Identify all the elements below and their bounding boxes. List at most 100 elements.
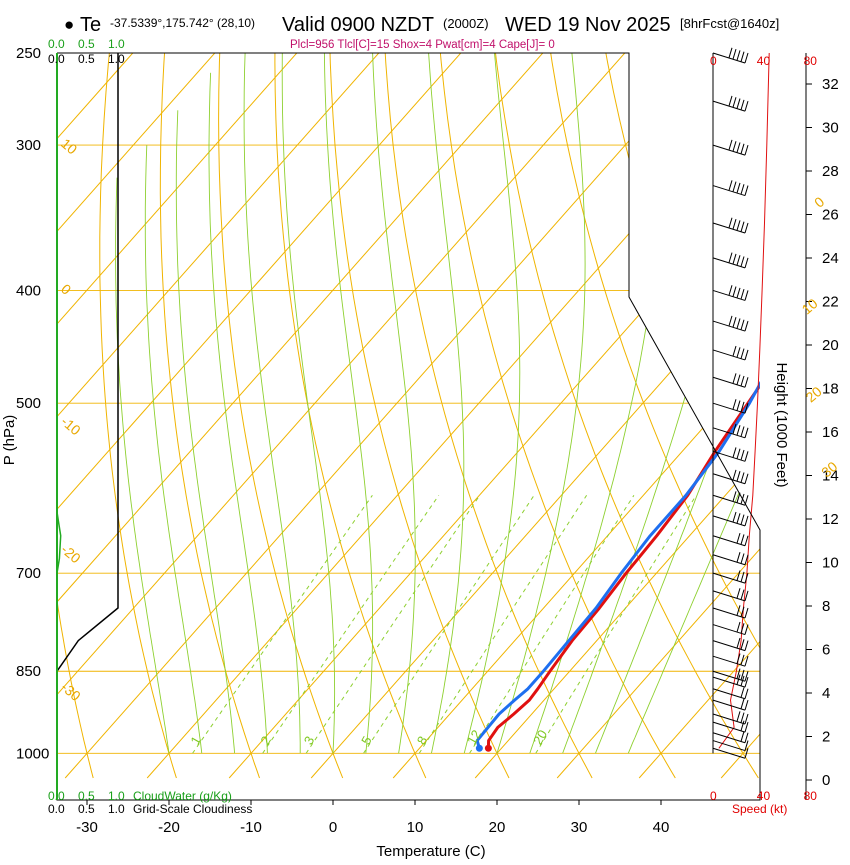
wind-barb-flag bbox=[736, 711, 741, 722]
mixing-ratio-line bbox=[418, 495, 588, 754]
wind-barb-flag bbox=[740, 571, 745, 583]
isotherm-line bbox=[228, 53, 760, 779]
mixing-label: 1 bbox=[187, 733, 204, 747]
wind-barb-flag bbox=[728, 252, 733, 263]
wind-barb-flag bbox=[744, 427, 749, 438]
wind-barb-flag bbox=[728, 315, 733, 327]
mixing-label: 20 bbox=[530, 727, 550, 747]
moist-adiabat bbox=[175, 110, 236, 754]
moist-adiabat bbox=[627, 53, 760, 754]
dry-adiabat bbox=[329, 53, 510, 779]
dry-adiabat bbox=[547, 53, 760, 779]
height-tick: 12 bbox=[822, 511, 839, 528]
wind-barb-flag bbox=[744, 222, 749, 234]
wind-barb-flag bbox=[732, 97, 737, 108]
wind-barb-flag bbox=[740, 472, 745, 483]
wind-barb-flag bbox=[732, 181, 737, 192]
wind-barb bbox=[712, 570, 749, 584]
wind-barb-staff bbox=[712, 699, 746, 711]
wind-barb bbox=[712, 621, 749, 636]
dry-adiabat-label: -10 bbox=[58, 413, 84, 438]
isotherm-line bbox=[310, 53, 760, 779]
valid-time: Valid 0900 NZDT bbox=[282, 14, 434, 36]
height-tick: 6 bbox=[822, 642, 830, 659]
wind-barb-flag bbox=[744, 721, 749, 733]
moist-adiabat bbox=[463, 53, 521, 754]
mixing-label: 8 bbox=[414, 733, 431, 747]
wind-barb-flag bbox=[740, 720, 745, 731]
moist-adiabat bbox=[115, 177, 170, 754]
wind-barb-flag bbox=[740, 639, 745, 650]
wind-barb-flag bbox=[736, 605, 741, 616]
wind-barb-flag bbox=[736, 142, 741, 153]
wind-barb bbox=[712, 447, 749, 462]
isotherm-line bbox=[57, 53, 234, 779]
moist-adiabat bbox=[144, 145, 203, 754]
wind-barb-flag bbox=[732, 399, 737, 410]
wind-barb-staff bbox=[712, 144, 746, 156]
wind-barb-flag bbox=[740, 184, 745, 195]
speed-tick-bottom: 0 bbox=[710, 789, 717, 803]
speed-tick-top: 0 bbox=[710, 54, 717, 68]
dry-adiabat-label: 10 bbox=[58, 135, 80, 157]
wind-barb-flag bbox=[740, 623, 745, 634]
wind-barb-flag bbox=[740, 514, 745, 525]
wind-barb-staff bbox=[712, 572, 746, 584]
wind-barb bbox=[712, 469, 749, 485]
mixing-ratio-line bbox=[192, 495, 373, 754]
x-axis-title: Temperature (C) bbox=[376, 843, 485, 860]
wind-barb-flag bbox=[732, 286, 737, 297]
wind-barb-flag bbox=[744, 403, 749, 414]
wind-barb bbox=[712, 217, 749, 234]
mixing-label: 12 bbox=[464, 727, 484, 747]
wind-barb-flag bbox=[728, 139, 733, 151]
wind-barb bbox=[712, 698, 749, 711]
height-tick: 4 bbox=[822, 685, 830, 702]
station-symbol: ● bbox=[64, 15, 74, 34]
wind-barb-flag bbox=[740, 712, 745, 723]
cloudiness-line bbox=[57, 53, 119, 749]
wind-barb-flag bbox=[740, 534, 745, 545]
wind-barb-flag bbox=[732, 48, 737, 60]
temp-tick: 40 bbox=[653, 819, 670, 836]
wind-barb bbox=[712, 532, 749, 547]
wind-barb-flag bbox=[736, 588, 741, 599]
wind-barb-flag bbox=[736, 98, 741, 109]
mixing-label: 3 bbox=[301, 733, 318, 747]
wind-barb-flag bbox=[732, 511, 737, 523]
speed-tick-top: 40 bbox=[757, 54, 771, 68]
height-tick: 30 bbox=[822, 120, 839, 137]
pressure-tick-700: 700 bbox=[16, 565, 41, 582]
wind-barb-flag bbox=[736, 448, 741, 459]
wind-barb-flag bbox=[744, 607, 749, 619]
dry-adiabat bbox=[218, 53, 344, 779]
temp-tick: -20 bbox=[158, 819, 180, 836]
cloudiness-tick-bottom: 1.0 bbox=[108, 802, 125, 816]
dry-adiabat bbox=[492, 53, 759, 779]
mixing-ratio-line bbox=[305, 495, 481, 754]
pressure-tick-300: 300 bbox=[16, 137, 41, 154]
wind-barb-staff bbox=[712, 640, 746, 652]
wind-barb-flag bbox=[736, 513, 741, 524]
wind-barb-flag bbox=[744, 748, 749, 759]
cloudiness-tick-top: 0.5 bbox=[78, 52, 95, 66]
wind-barb-flag bbox=[744, 713, 749, 725]
dry-adiabat-label: 0 bbox=[58, 280, 74, 297]
wind-barb bbox=[712, 711, 749, 725]
height-tick: 26 bbox=[822, 207, 839, 224]
wind-barb-flag bbox=[744, 257, 749, 268]
wind-barb bbox=[712, 252, 749, 269]
dry-adiabat bbox=[159, 53, 260, 779]
height-tick: 8 bbox=[822, 598, 830, 615]
wind-barb-flag bbox=[740, 289, 745, 300]
temp-tick: 20 bbox=[489, 819, 506, 836]
wind-barb-staff bbox=[712, 670, 746, 682]
wind-barb-flag bbox=[736, 220, 741, 231]
height-tick: 16 bbox=[822, 424, 839, 441]
wind-barb-flag bbox=[740, 99, 745, 110]
mixing-ratio-line bbox=[469, 495, 635, 754]
height-tick: 20 bbox=[822, 337, 839, 354]
wind-barb bbox=[712, 588, 749, 602]
wind-barb-flag bbox=[728, 217, 733, 228]
dry-adiabat-label: -30 bbox=[58, 679, 84, 704]
